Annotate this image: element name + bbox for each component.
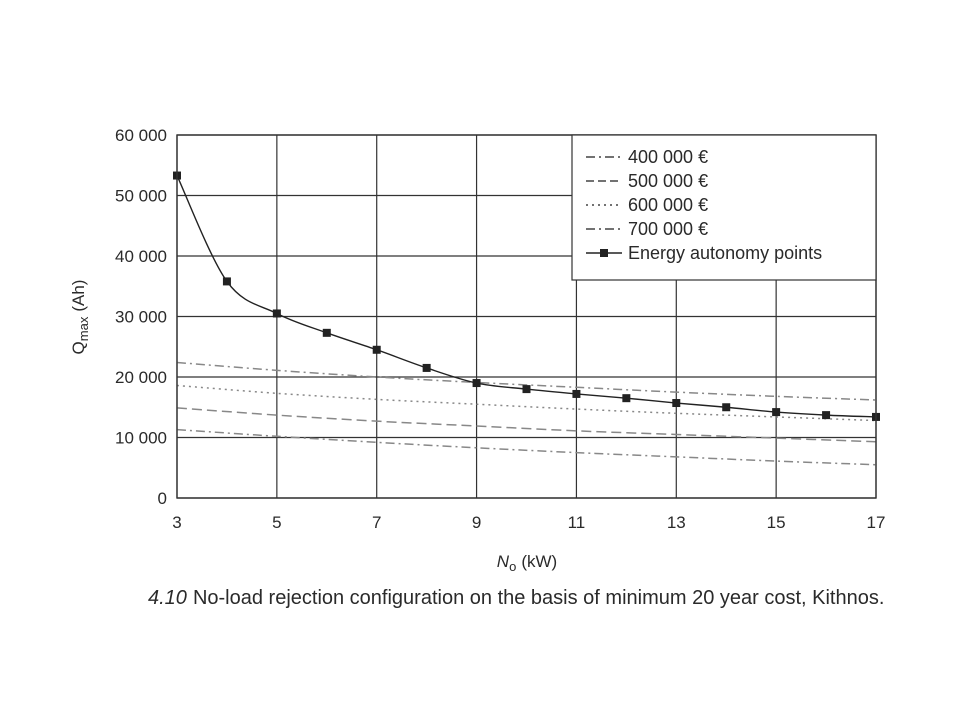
x-axis-label-main: N bbox=[497, 552, 510, 571]
x-tick-labels: 3 5 7 9 11 13 15 17 bbox=[172, 513, 885, 532]
legend: 400 000 € 500 000 € 600 000 € 700 000 € Ener… bbox=[571, 134, 877, 281]
legend-label: Energy autonomy points bbox=[628, 243, 822, 263]
y-tick-label: 20 000 bbox=[115, 368, 167, 387]
x-tick-label: 9 bbox=[472, 513, 481, 532]
plot-frame bbox=[176, 134, 877, 499]
y-tick-label: 30 000 bbox=[115, 308, 167, 327]
series-line-1 bbox=[176, 407, 877, 443]
y-axis-label-unit: (Ah) bbox=[69, 280, 88, 312]
data-point-marker bbox=[322, 328, 331, 337]
legend-marker bbox=[600, 249, 608, 257]
x-tick-label: 5 bbox=[272, 513, 281, 532]
x-tick-label: 11 bbox=[568, 513, 586, 532]
data-point-marker bbox=[722, 403, 731, 412]
x-tick-label: 3 bbox=[172, 513, 181, 532]
legend-label: 500 000 € bbox=[628, 171, 708, 191]
y-tick-label: 0 bbox=[158, 489, 167, 508]
series-line-2 bbox=[176, 384, 877, 422]
y-tick-labels: 0 10 000 20 000 30 000 40 000 50 000 60 000 bbox=[115, 126, 167, 508]
legend-label: 600 000 € bbox=[628, 195, 708, 215]
data-point-marker bbox=[372, 345, 381, 354]
x-tick-label: 17 bbox=[867, 513, 886, 532]
data-point-marker bbox=[222, 277, 231, 286]
x-axis-label: No (kW) bbox=[497, 552, 557, 574]
figure-caption: 4.10 No-load rejection configuration on t… bbox=[148, 586, 908, 611]
x-tick-label: 15 bbox=[767, 513, 786, 532]
y-axis-label: Qmax (Ah) bbox=[69, 280, 91, 355]
data-point-marker bbox=[822, 411, 831, 420]
data-point-marker bbox=[422, 363, 431, 372]
x-axis-label-unit: (kW) bbox=[521, 552, 557, 571]
legend-label: 700 000 € bbox=[628, 219, 708, 239]
x-axis-label-sub: o bbox=[509, 559, 516, 574]
x-tick-label: 7 bbox=[372, 513, 381, 532]
data-point-marker bbox=[572, 389, 581, 398]
figure-number: 4.10 bbox=[148, 587, 187, 609]
y-tick-label: 50 000 bbox=[115, 187, 167, 206]
figure-caption-text: No-load rejection configuration on the b… bbox=[192, 587, 885, 609]
data-point-marker bbox=[672, 399, 681, 408]
chart-svg: 0 10 000 20 000 30 000 40 000 50 000 60 000 3 5… bbox=[69, 126, 885, 574]
y-axis-label-sub: max bbox=[76, 316, 91, 341]
data-point-marker bbox=[472, 379, 481, 388]
y-tick-label: 10 000 bbox=[115, 429, 167, 448]
data-point-marker bbox=[772, 408, 781, 417]
data-point-marker bbox=[272, 309, 281, 318]
data-point-marker bbox=[622, 394, 631, 403]
series-line-0 bbox=[176, 428, 877, 466]
y-axis-label-main: Q bbox=[69, 341, 88, 354]
series-line-3 bbox=[176, 361, 877, 401]
legend-label: 400 000 € bbox=[628, 147, 708, 167]
x-tick-label: 13 bbox=[667, 513, 686, 532]
data-point-marker bbox=[522, 385, 531, 394]
y-tick-label: 40 000 bbox=[115, 247, 167, 266]
y-tick-label: 60 000 bbox=[115, 126, 167, 145]
legend-box bbox=[571, 134, 877, 281]
